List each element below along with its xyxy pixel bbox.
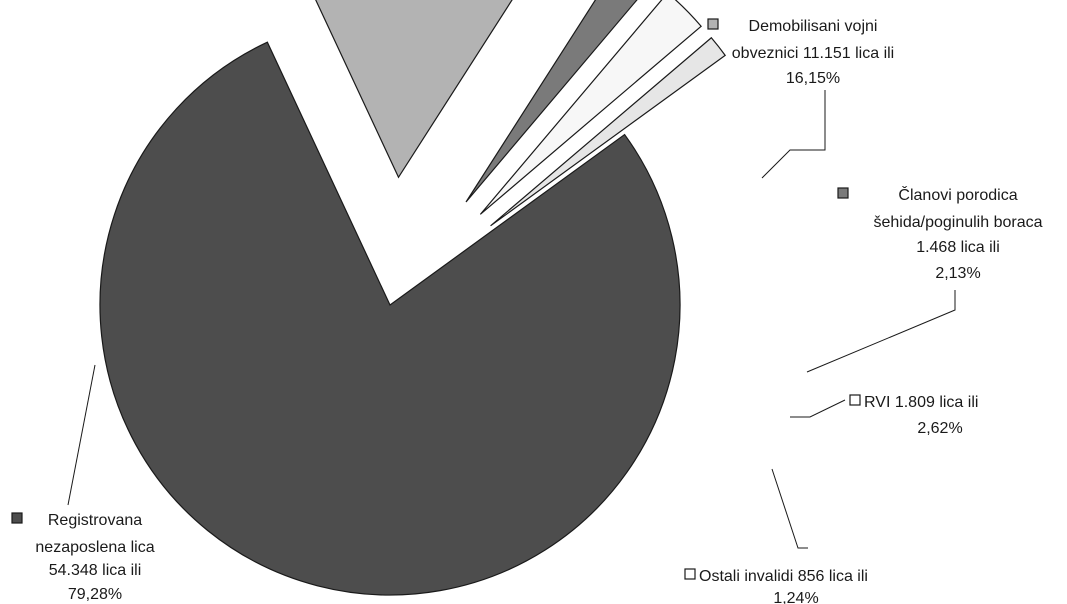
label-clanovi-line4: 2,13% bbox=[935, 265, 980, 282]
label-ostali-line1: Ostali invalidi 856 lica ili bbox=[699, 568, 868, 585]
pie-slice-rvi bbox=[479, 0, 702, 215]
leader-line-demobilisani bbox=[761, 90, 826, 179]
label-ostali: Ostali invalidi 856 lica ili 1,24% bbox=[684, 568, 868, 604]
pie-slices bbox=[99, 0, 727, 596]
legend-swatch-registrovana bbox=[11, 512, 23, 524]
label-registrovana-line4: 79,28% bbox=[68, 586, 122, 603]
pie-slice-registrovana bbox=[99, 41, 681, 596]
leader-line-registrovana bbox=[67, 364, 96, 506]
pie-slice-ostali bbox=[490, 36, 727, 227]
pie-slice-clanovi bbox=[465, 0, 638, 203]
leader-line-ostali bbox=[771, 468, 808, 549]
legend-swatch-demobilisani bbox=[707, 18, 719, 30]
legend-swatch-rvi bbox=[849, 394, 861, 406]
leader-lines bbox=[67, 90, 956, 549]
label-clanovi-line2: šehida/poginulih boraca bbox=[873, 214, 1042, 231]
label-demobilisani-line1: Demobilisani vojni bbox=[749, 18, 878, 35]
label-clanovi-line3: 1.468 lica ili bbox=[916, 239, 1000, 256]
label-rvi-line2: 2,62% bbox=[917, 420, 962, 437]
label-clanovi: Članovi porodica šehida/poginulih boraca… bbox=[837, 185, 1043, 282]
label-demobilisani: Demobilisani vojni obveznici 11.151 lica… bbox=[707, 18, 894, 87]
leader-line-rvi bbox=[790, 399, 846, 418]
label-rvi-line1: RVI 1.809 lica ili bbox=[864, 394, 978, 411]
label-registrovana-line1: Registrovana bbox=[48, 512, 142, 529]
legend-swatch-clanovi bbox=[837, 187, 849, 199]
pie-slice-demobilisani bbox=[315, 0, 513, 179]
label-demobilisani-line3: 16,15% bbox=[786, 70, 840, 87]
label-clanovi-line1: Članovi porodica bbox=[898, 185, 1017, 204]
label-demobilisani-line2: obveznici 11.151 lica ili bbox=[732, 45, 894, 62]
label-registrovana-line3: 54.348 lica ili bbox=[49, 562, 142, 579]
label-registrovana-line2: nezaposlena lica bbox=[35, 539, 154, 556]
label-registrovana: Registrovana nezaposlena lica 54.348 lic… bbox=[11, 512, 155, 603]
label-rvi: RVI 1.809 lica ili 2,62% bbox=[849, 394, 978, 437]
legend-swatch-ostali bbox=[684, 568, 696, 580]
label-ostali-line2: 1,24% bbox=[773, 590, 818, 604]
leader-line-clanovi bbox=[806, 290, 956, 373]
